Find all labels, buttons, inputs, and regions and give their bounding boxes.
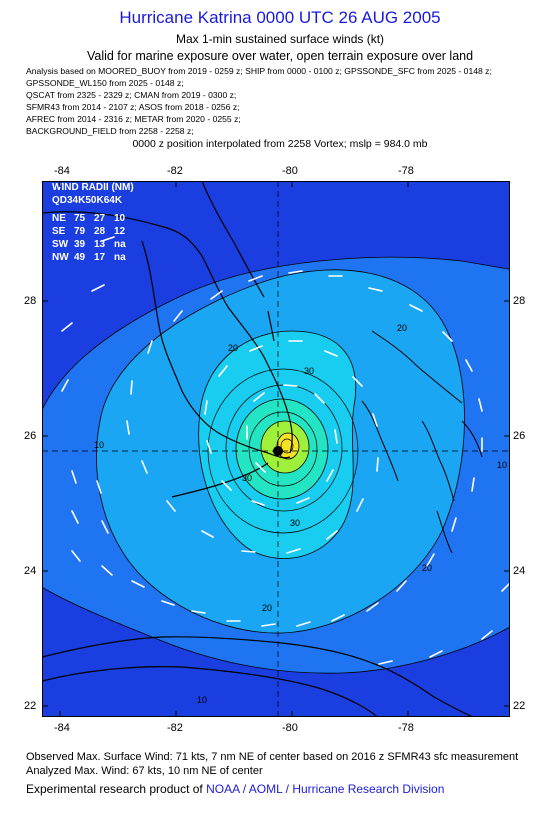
wind-radii-r50: 13 [94, 239, 106, 250]
lon-tick-top: -82 [167, 165, 183, 177]
wind-radii-r50: 17 [94, 252, 106, 263]
source-line: SFMR43 from 2014 - 2107 z; ASOS from 201… [26, 102, 240, 112]
lat-tick-right: 24 [513, 565, 526, 577]
lon-tick-bottom: -82 [167, 722, 183, 734]
wind-radii-quadrant: SW [52, 239, 69, 250]
contour-label: 20 [422, 563, 432, 573]
wind-radii-quadrant: SE [52, 226, 66, 237]
observed-max-wind: Observed Max. Surface Wind: 71 kts, 7 nm… [26, 751, 519, 763]
lat-tick-right: 28 [513, 295, 526, 307]
page-subtitle: Max 1-min sustained surface winds (kt) [175, 32, 385, 46]
lat-tick-left: 24 [24, 565, 37, 577]
axis-ticks [42, 181, 510, 717]
contour-label: 30 [242, 473, 252, 483]
map-frame [42, 181, 510, 717]
credit-line: Experimental research product of NOAA / … [26, 782, 444, 796]
source-line: BACKGROUND_FIELD from 2258 - 2258 z; [26, 126, 194, 136]
contour-label: 20 [228, 343, 238, 353]
wind-field-map: 10 10 10 20 20 20 20 30 30 30 WIND RADII… [42, 181, 510, 717]
wind-radii-r50: 28 [94, 226, 106, 237]
wind-radii-title: WIND RADII (NM) [52, 182, 134, 193]
wind-radii-r64: 10 [114, 213, 126, 224]
bahamas-islands [361, 330, 483, 554]
wind-radii-table: WIND RADII (NM) QD34K50K64K NE 75 27 10 … [52, 182, 134, 263]
source-line: Analysis based on MOORED_BUOY from 2019 … [26, 66, 492, 76]
lat-tick-left: 26 [24, 430, 37, 442]
lon-tick-bottom: -84 [54, 722, 70, 734]
wind-radii-r64: na [114, 252, 126, 263]
credit-prefix: Experimental research product of [26, 782, 207, 796]
wind-radii-r34: 49 [74, 252, 86, 263]
contour-label: 30 [304, 366, 314, 376]
lon-tick-bottom: -78 [398, 722, 414, 734]
lat-tick-right: 22 [513, 700, 526, 712]
credit-org-link[interactable]: NOAA / AOML / Hurricane Research Divisio… [206, 782, 445, 796]
lat-tick-right: 26 [513, 430, 526, 442]
wind-radii-r64: 12 [114, 226, 126, 237]
lon-tick-top: -84 [54, 165, 70, 177]
contour-label-group: 10 10 10 20 20 20 20 30 30 30 [94, 323, 507, 705]
source-line: QSCAT from 2325 - 2329 z; CMAN from 2019… [26, 90, 237, 100]
wind-radii-header: QD34K50K64K [52, 195, 123, 206]
position-note: 0000 z position interpolated from 2258 V… [132, 138, 428, 150]
contour-label: 10 [497, 460, 507, 470]
cuba-coastline [42, 636, 475, 717]
lat-tick-left: 22 [24, 700, 37, 712]
contour-label: 20 [397, 323, 407, 333]
wind-radii-r34: 75 [74, 213, 86, 224]
page-title: Hurricane Katrina 0000 UTC 26 AUG 2005 [119, 8, 441, 27]
lat-tick-left: 28 [24, 295, 37, 307]
lon-tick-top: -78 [398, 165, 414, 177]
wind-arrows [61, 236, 510, 665]
wind-radii-quadrant: NW [52, 252, 69, 263]
storm-center-marker [273, 446, 283, 456]
wind-radii-r50: 27 [94, 213, 106, 224]
lon-tick-top: -80 [282, 165, 298, 177]
wind-radii-r34: 39 [74, 239, 86, 250]
contour-label: 30 [290, 518, 300, 528]
contour-label: 10 [197, 695, 207, 705]
validity-note: Valid for marine exposure over water, op… [86, 49, 474, 63]
contour-label: 20 [262, 603, 272, 613]
wind-radii-r64: na [114, 239, 126, 250]
source-line: AFREC from 2014 - 2316 z; METAR from 202… [26, 114, 241, 124]
wind-radii-quadrant: NE [52, 213, 66, 224]
analyzed-max-wind: Analyzed Max. Wind: 67 kts, 10 nm NE of … [26, 765, 263, 777]
contour-label: 10 [94, 440, 104, 450]
wind-radii-r34: 79 [74, 226, 86, 237]
lon-tick-bottom: -80 [282, 722, 298, 734]
source-line: GPSSONDE_WL150 from 2025 - 0148 z; [26, 78, 184, 88]
